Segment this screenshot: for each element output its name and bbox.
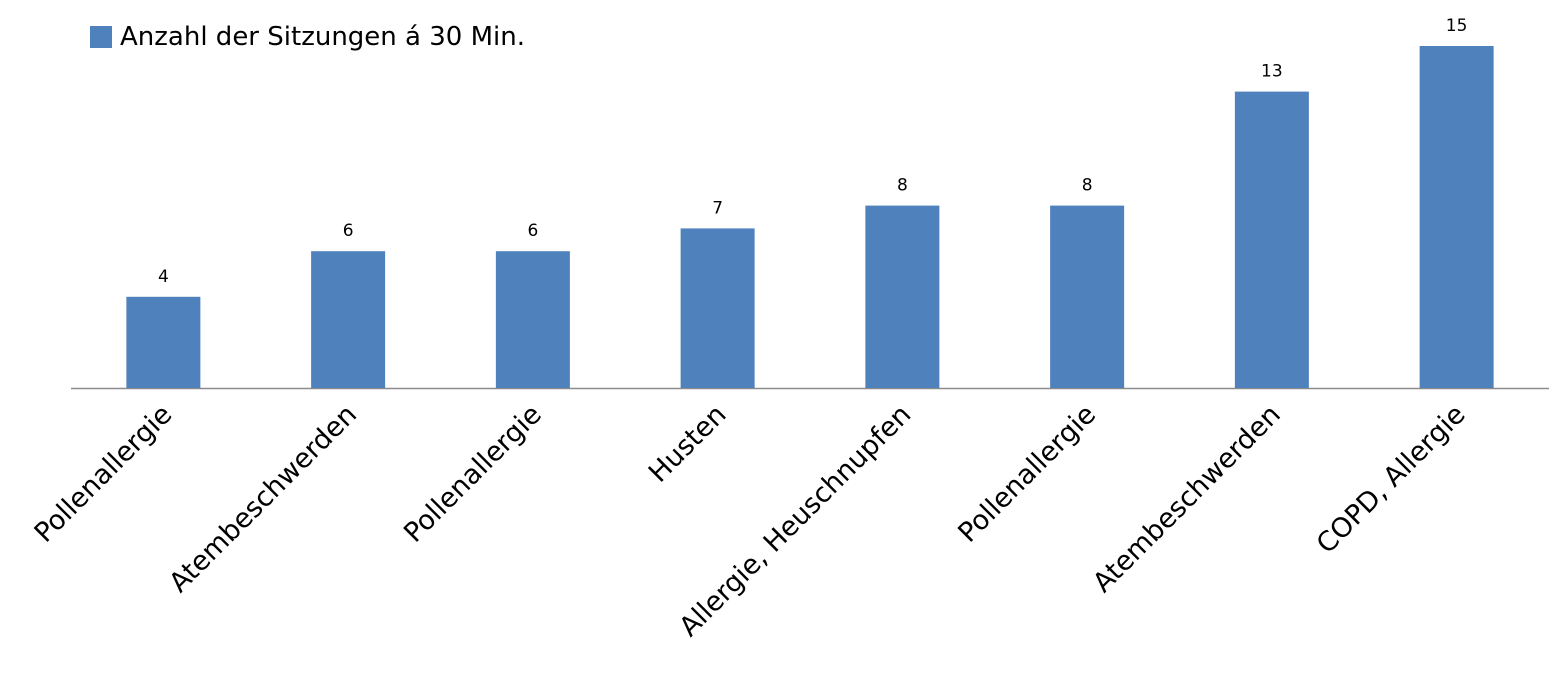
x-tick-label: Husten — [643, 399, 733, 489]
data-label: 4 — [158, 267, 169, 287]
bar — [1419, 46, 1494, 388]
x-tick-label: Pollenallergie — [398, 399, 548, 549]
data-label: 15 — [1446, 16, 1468, 36]
x-tick-label: COPD, Allergie — [1311, 399, 1472, 560]
data-label: 13 — [1261, 62, 1283, 82]
x-tick-label: Atembeschwerden — [163, 399, 363, 599]
bar — [680, 228, 755, 388]
bar — [865, 205, 940, 388]
data-label: 6 — [527, 221, 538, 241]
data-label: 8 — [1082, 176, 1093, 196]
bar — [1050, 205, 1125, 388]
x-tick-label: Pollenallergie — [952, 399, 1102, 549]
data-label: 6 — [343, 221, 354, 241]
data-label: 7 — [712, 198, 723, 218]
bar — [495, 251, 570, 388]
bar — [1234, 91, 1309, 388]
x-tick-label: Pollenallergie — [29, 399, 179, 549]
x-tick-label: Atembeschwerden — [1087, 399, 1287, 599]
legend-swatch — [90, 26, 112, 48]
data-label: 8 — [897, 176, 908, 196]
legend: Anzahl der Sitzungen á 30 Min. — [90, 22, 525, 52]
legend-label: Anzahl der Sitzungen á 30 Min. — [120, 22, 525, 52]
bar — [126, 296, 201, 388]
bar — [311, 251, 386, 388]
